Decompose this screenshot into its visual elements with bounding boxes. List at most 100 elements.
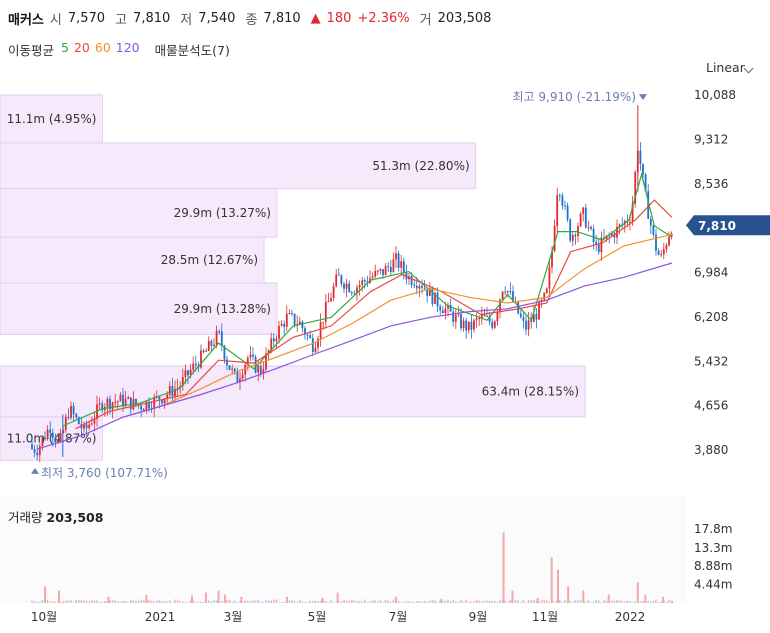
volume-bar <box>434 600 436 603</box>
volume-y-tick-label: 8.88m <box>694 559 732 573</box>
volume-bar <box>442 601 444 603</box>
volume-bar <box>241 602 244 603</box>
candle-body <box>129 397 132 410</box>
volume-bar <box>33 601 36 603</box>
candle-body <box>241 374 244 379</box>
volume-bar <box>444 600 447 603</box>
volume-bar <box>288 600 291 603</box>
volume-bar <box>455 601 457 603</box>
volume-bar <box>299 599 301 603</box>
y-tick-label: 8,536 <box>694 177 728 191</box>
candle-body <box>418 285 421 289</box>
candle-body <box>228 365 231 370</box>
candle-body <box>473 320 475 330</box>
volume-y-tick-label: 13.3m <box>694 541 732 555</box>
candle-body <box>597 244 600 253</box>
candle-body <box>415 285 418 289</box>
candle-body <box>278 325 280 339</box>
current-price-label: 7,810 <box>698 219 736 233</box>
volume-bar <box>257 599 259 603</box>
candle-body <box>400 261 403 268</box>
volume-bar <box>213 599 215 603</box>
open-value: 7,570 <box>67 10 106 26</box>
volume-bar <box>553 601 556 603</box>
volume-bar <box>85 600 88 603</box>
volume-bar <box>488 600 491 603</box>
volume-bar <box>70 599 72 603</box>
volume-bar <box>624 601 626 603</box>
scale-selector[interactable]: Linear <box>706 60 745 75</box>
volume-bar <box>111 599 114 603</box>
ma-20-label[interactable]: 20 <box>73 40 90 55</box>
volume-bar <box>169 600 171 603</box>
candle-body <box>397 253 400 268</box>
candle-body <box>465 320 468 331</box>
candle-body <box>668 237 670 246</box>
volume-bar <box>351 599 353 603</box>
candle-body <box>426 288 429 296</box>
candle-body <box>210 340 213 346</box>
candle-body <box>267 350 270 354</box>
volume-bar <box>52 601 54 603</box>
volume-spike-bar <box>636 582 639 603</box>
volume-spike-bar <box>536 598 539 603</box>
volume-bar <box>280 602 283 603</box>
candle-body <box>457 314 460 316</box>
current-price-tag <box>686 215 770 236</box>
candle-body <box>153 396 156 409</box>
volume-bar <box>421 602 423 603</box>
volume-bar <box>260 601 262 603</box>
ma-60-label[interactable]: 60 <box>94 40 111 55</box>
candle-body <box>592 228 595 243</box>
candle-body <box>452 311 455 322</box>
volume-bar <box>507 601 509 603</box>
volume-bar <box>559 599 561 603</box>
volume-spike-bar <box>285 596 288 603</box>
candle-body <box>454 314 457 322</box>
volume-profile-label: 28.5m (12.67%) <box>161 253 258 267</box>
candle-body <box>363 280 366 282</box>
candle-body <box>83 424 85 429</box>
candle-body <box>142 409 145 411</box>
volume-bar <box>254 600 257 603</box>
candle-body <box>584 207 587 228</box>
candle-body <box>384 266 387 275</box>
volume-bar <box>80 599 83 603</box>
volume-bar <box>652 600 655 603</box>
ma-120-label[interactable]: 120 <box>115 40 140 55</box>
candle-body <box>366 281 369 283</box>
volume-spike-bar <box>240 596 243 603</box>
volume-bar <box>527 600 530 603</box>
volume-bar <box>306 602 309 603</box>
candle-body <box>590 226 592 229</box>
volume-profile-legend[interactable]: 매물분석도(7) <box>154 43 230 58</box>
x-tick-label: 9월 <box>469 610 488 624</box>
ma-legend-title[interactable]: 이동평균 <box>8 43 55 58</box>
volume-bar <box>36 601 38 603</box>
candle-body <box>36 452 39 456</box>
candle-body <box>283 323 286 327</box>
volume-bar <box>88 601 90 603</box>
volume-bar <box>46 599 49 603</box>
volume-bar <box>200 601 202 603</box>
volume-bar <box>59 602 62 603</box>
candle-body <box>246 357 249 365</box>
candle-body <box>488 315 491 322</box>
candle-body <box>184 370 187 377</box>
candle-body <box>431 288 434 304</box>
candle-body <box>556 195 559 227</box>
stock-name[interactable]: 매커스 <box>8 12 44 28</box>
volume-bar <box>587 600 590 603</box>
volume-bar <box>270 600 272 603</box>
candle-body <box>75 414 78 418</box>
ma-5-label[interactable]: 5 <box>61 40 69 55</box>
volume-spike-bar <box>336 592 339 603</box>
candle-body <box>90 423 93 425</box>
volume-bar <box>470 601 473 603</box>
x-tick-label: 10월 <box>31 610 57 624</box>
volume-bar <box>525 602 527 603</box>
volume-bar <box>535 600 538 603</box>
volume-bar <box>655 599 657 603</box>
candle-body <box>449 305 452 312</box>
